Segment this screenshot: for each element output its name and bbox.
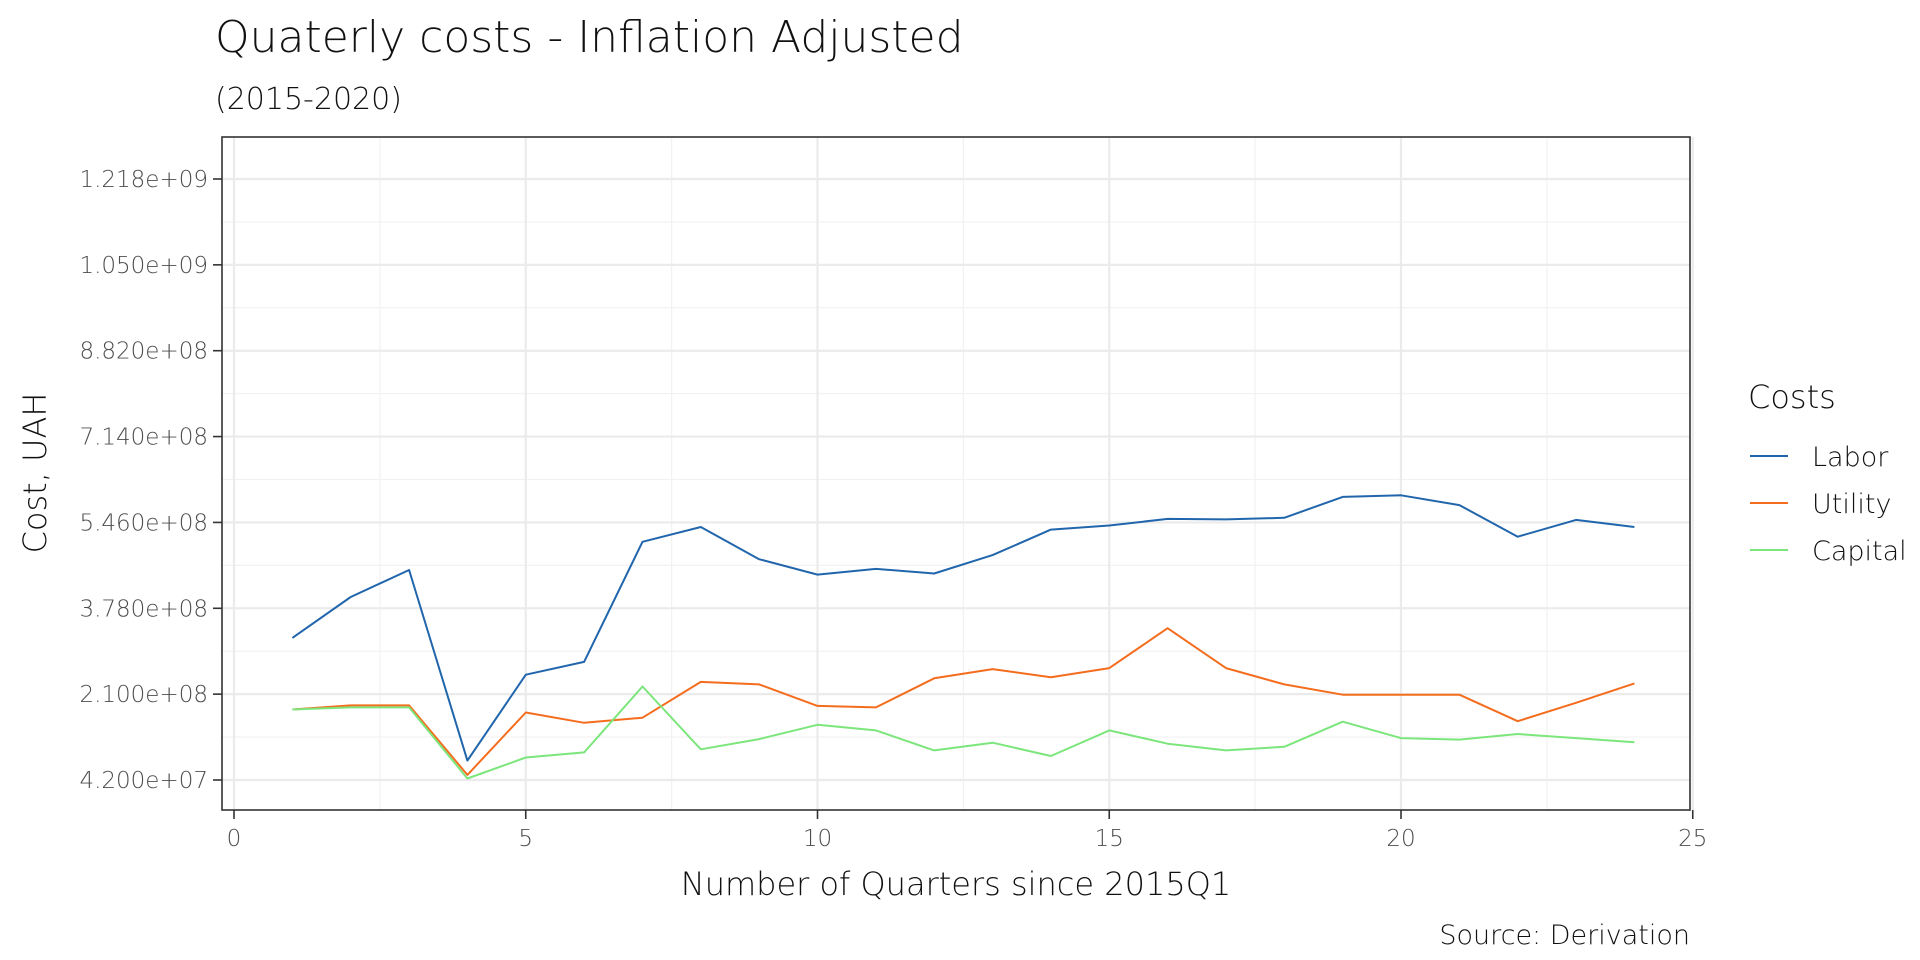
series-line-capital: [292, 685, 1635, 780]
legend-label-capital: Capital: [1812, 536, 1907, 567]
x-tick-label: 25: [1678, 826, 1707, 852]
y-tick-label: 5.460e+08: [79, 510, 208, 536]
series-lines: [291, 494, 1635, 780]
legend-title: Costs: [1748, 378, 1836, 416]
chart-caption: Source: Derivation: [1439, 920, 1690, 951]
legend-label-labor: Labor: [1812, 442, 1889, 473]
chart-title: Quaterly costs - Inflation Adjusted: [215, 12, 964, 63]
minor-gridlines: [222, 137, 1690, 810]
major-gridlines: [222, 137, 1694, 810]
x-tick-label: 15: [1095, 826, 1124, 852]
y-tick-label: 1.218e+09: [79, 167, 208, 193]
y-tick-label: 1.050e+09: [79, 253, 208, 279]
y-tick-label: 2.100e+08: [79, 682, 208, 708]
y-axis-title: Cost, UAH: [16, 393, 54, 554]
y-tick-label: 7.140e+08: [79, 425, 208, 451]
x-axis-title: Number of Quarters since 2015Q1: [681, 865, 1231, 903]
plot-panel-border: [221, 136, 1691, 811]
x-tick-label: 10: [803, 826, 832, 852]
x-tick-label: 20: [1386, 826, 1415, 852]
x-tick-label: 0: [227, 826, 242, 852]
series-line-utility: [292, 627, 1635, 776]
series-line-labor: [291, 494, 1635, 762]
legend: Costs Labor Utility Capital: [1748, 378, 1907, 567]
x-tick-label: 5: [518, 826, 533, 852]
legend-label-utility: Utility: [1812, 489, 1891, 520]
chart-subtitle: (2015-2020): [215, 82, 402, 117]
y-tick-label: 4.200e+07: [79, 768, 208, 794]
y-tick-label: 3.780e+08: [79, 596, 208, 622]
y-tick-label: 8.820e+08: [79, 339, 208, 365]
y-axis: 4.200e+07 2.100e+08 3.780e+08 5.460e+08 7.14…: [79, 167, 222, 794]
x-axis: 0 5 10 15 20 25: [227, 810, 1707, 852]
